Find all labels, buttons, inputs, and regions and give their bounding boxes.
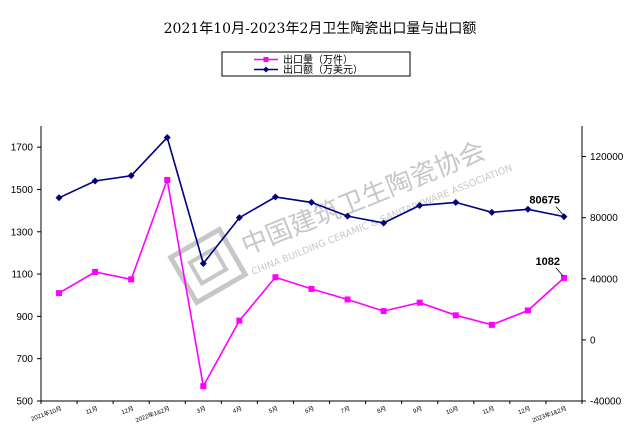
legend: 出口量（万件） 出口额（万美元） xyxy=(221,51,411,77)
x-tick-label: 11月 xyxy=(482,405,496,416)
series-layer xyxy=(55,133,568,390)
watermark-logo xyxy=(167,226,249,306)
volume-point xyxy=(416,299,423,306)
volume-point xyxy=(56,290,63,297)
data-labels: 1082 80675 xyxy=(529,195,564,277)
left-tick-label: 1500 xyxy=(11,185,34,196)
legend-box xyxy=(221,51,411,77)
volume-point xyxy=(488,321,495,328)
left-tick-label: 1700 xyxy=(11,143,34,154)
value-point xyxy=(308,198,315,206)
data-label: 80675 xyxy=(529,195,560,207)
volume-point xyxy=(272,274,279,281)
value-point xyxy=(416,201,424,209)
volume-point xyxy=(452,312,459,319)
value-point xyxy=(91,177,99,185)
volume-point xyxy=(236,317,243,324)
x-tick-label: 2021年10月 xyxy=(30,404,63,422)
left-tick-label: 1100 xyxy=(11,270,33,281)
volume-point xyxy=(560,274,567,281)
x-tick-label: 12月 xyxy=(517,405,531,416)
value-point xyxy=(55,194,63,202)
volume-point xyxy=(344,296,351,303)
x-tick-label: 12月 xyxy=(121,405,135,416)
right-tick-label: 40000 xyxy=(590,274,618,285)
value-point xyxy=(127,172,135,180)
x-tick-label: 9月 xyxy=(412,405,423,415)
left-tick-label: 1300 xyxy=(11,227,34,238)
x-tick-label: 7月 xyxy=(340,405,351,415)
value-point xyxy=(488,208,496,216)
chart-title: 2021年10月-2023年2月卫生陶瓷出口量与出口额 xyxy=(164,21,477,37)
data-label: 1082 xyxy=(535,256,559,268)
x-axis-ticks: 2021年10月 11月 12月 2022年1&2月 3月 4月 5月 6月 7月 8月 9月 10月… xyxy=(30,401,583,424)
x-tick-label: 5月 xyxy=(268,405,279,415)
legend-marker-value xyxy=(263,66,269,73)
x-tick-label: 11月 xyxy=(85,405,99,416)
legend-label-volume: 出口量（万件） xyxy=(283,53,353,66)
left-tick-label: 500 xyxy=(16,397,33,408)
value-point xyxy=(271,193,279,201)
right-tick-label: -40000 xyxy=(590,397,622,408)
value-point xyxy=(560,213,568,221)
volume-point xyxy=(200,383,207,390)
data-label-leader xyxy=(555,206,564,215)
volume-point xyxy=(92,268,99,275)
right-tick-label: 120000 xyxy=(590,152,624,163)
right-axis-ticks: -40000 0 40000 80000 120000 xyxy=(582,152,624,408)
left-tick-label: 900 xyxy=(16,312,33,323)
value-point xyxy=(344,212,352,220)
volume-point xyxy=(524,307,531,314)
x-tick-label: 2022年1&2月 xyxy=(134,404,171,424)
value-point xyxy=(524,205,532,213)
x-tick-label: 6月 xyxy=(304,405,315,415)
left-tick-label: 700 xyxy=(16,354,33,365)
x-tick-label: 2023年1&2月 xyxy=(531,404,568,424)
value-point xyxy=(235,214,243,222)
x-tick-label: 4月 xyxy=(232,405,243,415)
legend-label-value: 出口额（万美元） xyxy=(283,63,363,76)
volume-point xyxy=(380,308,387,315)
value-point xyxy=(163,133,171,141)
axes xyxy=(40,126,583,402)
volume-point xyxy=(164,176,171,183)
left-axis-ticks: 500 700 900 1100 1300 1500 1700 xyxy=(11,143,41,408)
volume-point xyxy=(128,276,135,283)
volume-point xyxy=(308,285,315,292)
legend-marker-volume xyxy=(263,57,269,62)
value-point xyxy=(199,260,207,267)
x-tick-label: 8月 xyxy=(376,405,387,415)
right-tick-label: 80000 xyxy=(590,213,618,224)
data-label-leader xyxy=(555,267,564,277)
x-tick-label: 10月 xyxy=(445,405,459,416)
value-point xyxy=(380,219,388,227)
x-tick-label: 3月 xyxy=(196,405,207,415)
right-tick-label: 0 xyxy=(590,335,596,346)
value-point xyxy=(452,198,460,206)
watermark: 中国建筑卫生陶瓷协会 CHINA BUILDING CERAMIC & SANI… xyxy=(167,136,514,306)
